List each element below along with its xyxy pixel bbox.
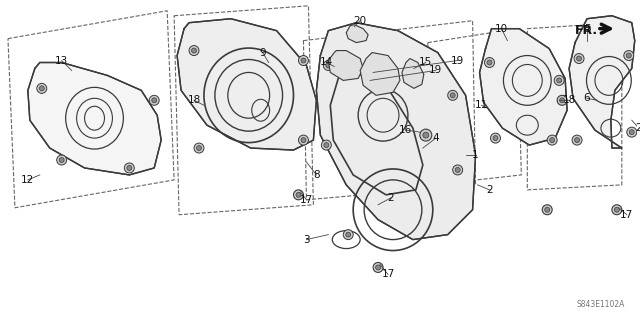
Circle shape xyxy=(614,207,620,212)
Circle shape xyxy=(323,60,333,70)
Text: 12: 12 xyxy=(21,175,35,185)
Circle shape xyxy=(152,98,157,103)
Circle shape xyxy=(455,167,460,172)
Polygon shape xyxy=(328,51,363,80)
Circle shape xyxy=(376,265,381,270)
Text: 17: 17 xyxy=(300,195,313,205)
Circle shape xyxy=(629,130,634,135)
Text: 4: 4 xyxy=(433,133,439,143)
Circle shape xyxy=(124,163,134,173)
Circle shape xyxy=(542,205,552,215)
Text: 8: 8 xyxy=(313,170,320,180)
Circle shape xyxy=(493,136,498,140)
Circle shape xyxy=(346,232,351,237)
Polygon shape xyxy=(177,19,316,150)
Text: 17: 17 xyxy=(381,269,395,279)
Text: 2: 2 xyxy=(388,193,394,203)
Circle shape xyxy=(490,133,500,143)
Polygon shape xyxy=(360,52,400,95)
Text: 16: 16 xyxy=(399,125,413,135)
Circle shape xyxy=(452,165,463,175)
Polygon shape xyxy=(316,23,476,240)
Circle shape xyxy=(557,78,562,83)
Text: 1: 1 xyxy=(472,150,479,160)
Circle shape xyxy=(484,58,495,68)
Polygon shape xyxy=(346,25,368,43)
Polygon shape xyxy=(569,16,635,148)
Text: 19: 19 xyxy=(429,66,442,76)
Circle shape xyxy=(547,135,557,145)
Text: 13: 13 xyxy=(55,55,68,66)
Text: 2: 2 xyxy=(486,185,493,195)
Circle shape xyxy=(373,262,383,272)
Circle shape xyxy=(37,84,47,93)
Text: 14: 14 xyxy=(320,58,333,68)
Text: FR.: FR. xyxy=(575,24,598,37)
Circle shape xyxy=(39,86,44,91)
Circle shape xyxy=(294,190,303,200)
Circle shape xyxy=(572,135,582,145)
Circle shape xyxy=(557,95,567,105)
Text: S843E1102A: S843E1102A xyxy=(577,300,625,309)
Text: 18: 18 xyxy=(188,95,200,105)
Circle shape xyxy=(296,192,301,197)
Circle shape xyxy=(298,56,308,66)
Circle shape xyxy=(612,205,622,215)
Circle shape xyxy=(550,138,555,143)
Text: 2: 2 xyxy=(636,123,640,133)
Circle shape xyxy=(321,140,332,150)
Circle shape xyxy=(545,207,550,212)
Circle shape xyxy=(194,143,204,153)
Circle shape xyxy=(627,127,637,137)
Circle shape xyxy=(450,93,455,98)
Circle shape xyxy=(574,53,584,63)
Circle shape xyxy=(196,146,202,150)
Circle shape xyxy=(575,138,580,143)
Circle shape xyxy=(301,138,306,143)
Text: 6: 6 xyxy=(584,93,590,103)
Text: 15: 15 xyxy=(419,58,433,68)
Polygon shape xyxy=(479,29,567,145)
Circle shape xyxy=(559,98,564,103)
Circle shape xyxy=(577,56,582,61)
Circle shape xyxy=(189,45,199,56)
Circle shape xyxy=(624,51,634,60)
Text: 18: 18 xyxy=(563,95,576,105)
Circle shape xyxy=(554,76,564,85)
Circle shape xyxy=(420,129,432,141)
Text: 5: 5 xyxy=(584,24,590,34)
Circle shape xyxy=(301,58,306,63)
Circle shape xyxy=(298,135,308,145)
Text: 10: 10 xyxy=(495,24,508,34)
Text: 3: 3 xyxy=(303,235,310,244)
Polygon shape xyxy=(28,62,161,175)
Circle shape xyxy=(627,53,631,58)
Circle shape xyxy=(149,95,159,105)
Text: 19: 19 xyxy=(451,55,464,66)
Text: 20: 20 xyxy=(353,16,367,26)
Circle shape xyxy=(326,63,331,68)
Circle shape xyxy=(448,90,458,100)
Circle shape xyxy=(343,230,353,240)
Circle shape xyxy=(127,165,132,171)
Circle shape xyxy=(423,132,429,138)
Text: 9: 9 xyxy=(259,48,266,58)
Circle shape xyxy=(59,157,64,163)
Text: 17: 17 xyxy=(620,210,634,220)
Polygon shape xyxy=(402,59,424,88)
Circle shape xyxy=(57,155,67,165)
Text: 11: 11 xyxy=(475,100,488,110)
Circle shape xyxy=(324,143,329,148)
Circle shape xyxy=(191,48,196,53)
Circle shape xyxy=(487,60,492,65)
